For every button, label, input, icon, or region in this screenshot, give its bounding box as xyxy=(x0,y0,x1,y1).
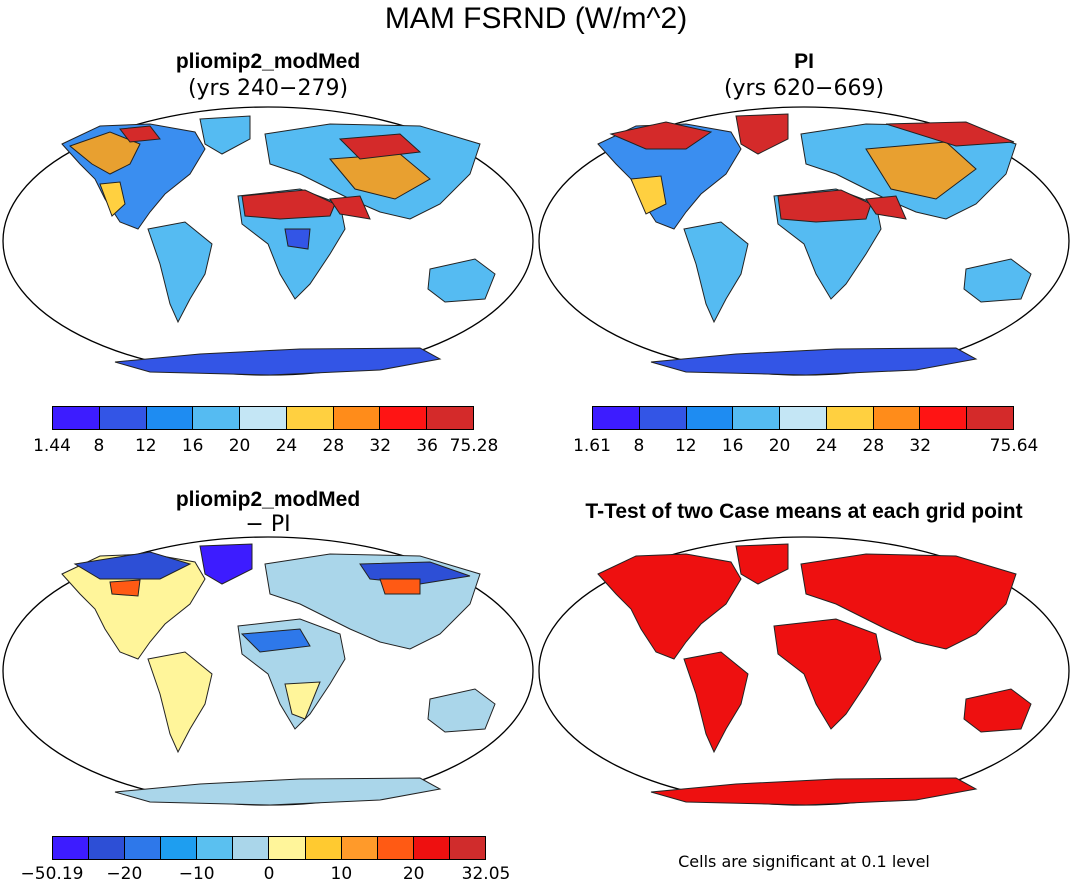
colorbar-tick-label: 36 xyxy=(416,436,438,456)
eurasia xyxy=(800,553,1017,650)
colorbar-swatch xyxy=(89,837,126,859)
colorbar-swatch xyxy=(305,837,342,859)
colorbar-swatch xyxy=(341,837,378,859)
colorbar-swatch xyxy=(639,407,687,429)
map-bottom-right xyxy=(536,534,1072,808)
antarctica xyxy=(114,777,442,806)
panel-subtitle-bottom-left: − PI xyxy=(245,512,291,537)
colorbar-tick-label: 16 xyxy=(181,436,204,456)
colorbar-swatch xyxy=(826,407,874,429)
colorbar-swatch xyxy=(146,407,194,429)
colorbar-tick-label: 16 xyxy=(721,436,744,456)
colorbar-swatch xyxy=(286,407,334,429)
colorbar-swatch xyxy=(733,407,781,429)
colorbar-swatch xyxy=(427,407,474,429)
greenland xyxy=(735,543,789,585)
colorbar-tick-label: 8 xyxy=(93,436,105,456)
south-america xyxy=(683,221,749,324)
south-america xyxy=(683,651,749,754)
colorbar-swatch xyxy=(269,837,306,859)
panel-title-bottom-left: pliomip2_modMed xyxy=(175,488,361,511)
colorbar-swatch xyxy=(380,407,428,429)
figure-title: MAM FSRND (W/m^2) xyxy=(384,2,688,35)
panel-title-bottom-right: T-Test of two Case means at each grid po… xyxy=(585,500,1023,523)
colorbar-swatch xyxy=(449,837,485,859)
colorbar-tick-label: 1.61 xyxy=(573,436,611,456)
colorbar-tick-label: 0 xyxy=(263,864,275,884)
significance-note: Cells are significant at 0.1 level xyxy=(678,852,930,871)
colorbar-swatch xyxy=(920,407,968,429)
colorbar-swatch xyxy=(125,837,162,859)
antarctica xyxy=(650,347,978,376)
south-america xyxy=(147,651,213,754)
colorbar-tick-label: 28 xyxy=(862,436,885,456)
colorbar-swatch xyxy=(413,837,450,859)
continents xyxy=(61,115,496,376)
colorbar-tick-label: 20 xyxy=(402,864,425,884)
colorbar-tick-label: −10 xyxy=(178,864,215,884)
australia xyxy=(427,258,496,303)
colorbar-tick-label: 12 xyxy=(134,436,157,456)
greenland xyxy=(735,113,789,155)
panel-subtitle-top-right: (yrs 620−669) xyxy=(723,76,885,101)
colorbar-swatch xyxy=(53,837,90,859)
continents xyxy=(597,113,1032,376)
colorbar-tick-label: 32.05 xyxy=(461,864,511,884)
colorbar-tick-label: 1.44 xyxy=(33,436,71,456)
colorbar-swatch xyxy=(53,407,100,429)
australia xyxy=(963,688,1032,733)
map-top-right xyxy=(536,104,1072,378)
colorbar-bottom-left xyxy=(52,836,486,860)
colorbar-swatch xyxy=(873,407,921,429)
colorbar-swatch xyxy=(967,407,1014,429)
antarctica xyxy=(114,347,442,376)
colorbar-swatch xyxy=(780,407,827,429)
colorbar-swatch xyxy=(377,837,414,859)
continents xyxy=(61,543,496,806)
colorbar-tick-label: 10 xyxy=(330,864,353,884)
colorbar-swatch xyxy=(686,407,734,429)
colorbar-swatch xyxy=(240,407,287,429)
antarctica xyxy=(650,777,978,806)
colorbar-labels-bottom-left: −50.19 −20 −10 0 10 20 32.05 xyxy=(21,864,511,888)
colorbar-tick-label: 8 xyxy=(633,436,645,456)
australia xyxy=(963,258,1032,303)
colorbar-tick-label: −50.19 xyxy=(20,864,84,884)
africa xyxy=(773,618,882,730)
north-america xyxy=(597,553,742,660)
colorbar-swatch xyxy=(593,407,640,429)
greenland xyxy=(199,115,251,155)
colorbar-tick-label: 24 xyxy=(275,436,298,456)
map-bottom-left xyxy=(0,534,536,808)
colorbar-tick-label: 75.64 xyxy=(989,436,1039,456)
panel-subtitle-top-left: (yrs 240−279) xyxy=(187,76,349,101)
colorbar-tick-label: 32 xyxy=(369,436,392,456)
colorbar-swatch xyxy=(99,407,147,429)
colorbar-swatch xyxy=(161,837,198,859)
map-top-left xyxy=(0,104,536,378)
colorbar-labels-top-left: 1.44 8 12 16 20 24 28 32 36 75.28 xyxy=(33,436,498,460)
panel-title-top-right: PI xyxy=(794,50,814,73)
greenland xyxy=(199,543,253,585)
colorbar-swatch xyxy=(197,837,234,859)
colorbar-tick-label: 32 xyxy=(909,436,932,456)
colorbar-swatch xyxy=(193,407,241,429)
panel-title-top-left: pliomip2_modMed xyxy=(175,50,361,73)
colorbar-labels-top-right: 1.61 8 12 16 20 24 28 32 75.64 xyxy=(573,436,1038,460)
colorbar-swatch xyxy=(333,407,381,429)
colorbar-top-left xyxy=(52,406,474,430)
colorbar-tick-label: 20 xyxy=(228,436,251,456)
colorbar-tick-label: −20 xyxy=(106,864,143,884)
continents xyxy=(597,543,1032,806)
colorbar-tick-label: 75.28 xyxy=(449,436,499,456)
colorbar-tick-label: 12 xyxy=(674,436,697,456)
south-america xyxy=(147,221,213,324)
colorbar-top-right xyxy=(592,406,1014,430)
colorbar-tick-label: 24 xyxy=(815,436,838,456)
colorbar-swatch xyxy=(233,837,270,859)
australia xyxy=(427,688,496,733)
colorbar-tick-label: 20 xyxy=(768,436,791,456)
colorbar-tick-label: 28 xyxy=(322,436,345,456)
